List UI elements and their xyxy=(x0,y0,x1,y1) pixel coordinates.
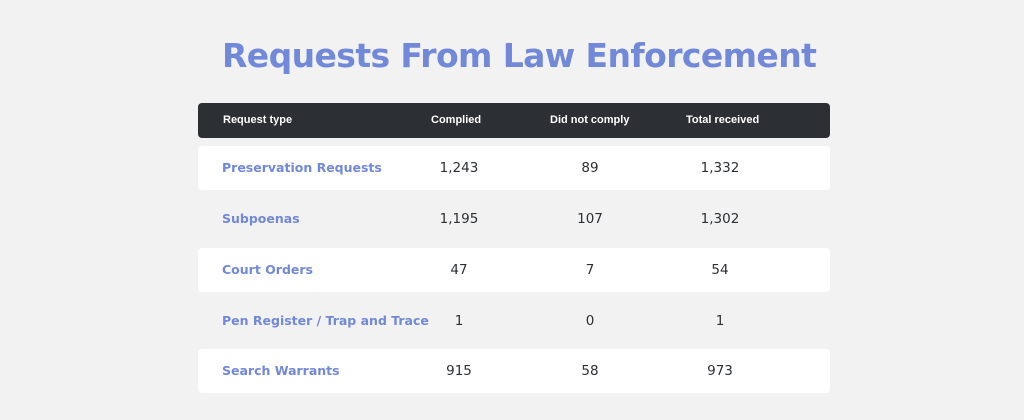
requests-table: Request type Complied Did not comply Tot… xyxy=(198,103,830,393)
complied-value: 47 xyxy=(450,262,468,278)
header-did-not-comply: Did not comply xyxy=(550,114,630,126)
table-row: Search Warrants 915 58 973 xyxy=(198,349,830,393)
did-not-comply-value: 0 xyxy=(585,313,595,329)
total-received-value: 54 xyxy=(711,262,729,278)
row-label: Pen Register / Trap and Trace xyxy=(222,313,429,328)
total-received-value: 1,332 xyxy=(700,160,740,176)
header-request-type: Request type xyxy=(223,114,293,126)
table-row: Preservation Requests 1,243 89 1,332 xyxy=(198,146,830,190)
row-label: Preservation Requests xyxy=(222,160,382,175)
complied-value: 915 xyxy=(446,363,472,379)
did-not-comply-value: 7 xyxy=(585,262,595,278)
complied-value: 1,195 xyxy=(439,211,479,227)
table-row: Subpoenas 1,195 107 1,302 xyxy=(198,197,830,241)
header-total-received: Total received xyxy=(686,114,760,126)
row-label: Court Orders xyxy=(222,262,313,277)
total-received-value: 973 xyxy=(707,363,733,379)
row-label: Search Warrants xyxy=(222,363,340,378)
table-row: Court Orders 47 7 54 xyxy=(198,248,830,292)
total-received-value: 1 xyxy=(715,313,725,329)
did-not-comply-value: 58 xyxy=(581,363,599,379)
row-label: Subpoenas xyxy=(222,211,300,226)
complied-value: 1 xyxy=(454,313,464,329)
did-not-comply-value: 89 xyxy=(581,160,599,176)
complied-value: 1,243 xyxy=(439,160,479,176)
table-header: Request type Complied Did not comply Tot… xyxy=(198,103,830,138)
header-complied: Complied xyxy=(431,114,482,126)
did-not-comply-value: 107 xyxy=(577,211,603,227)
table-row: Pen Register / Trap and Trace 1 0 1 xyxy=(198,299,830,343)
total-received-value: 1,302 xyxy=(700,211,740,227)
page-title: Requests From Law Enforcement xyxy=(222,36,817,75)
